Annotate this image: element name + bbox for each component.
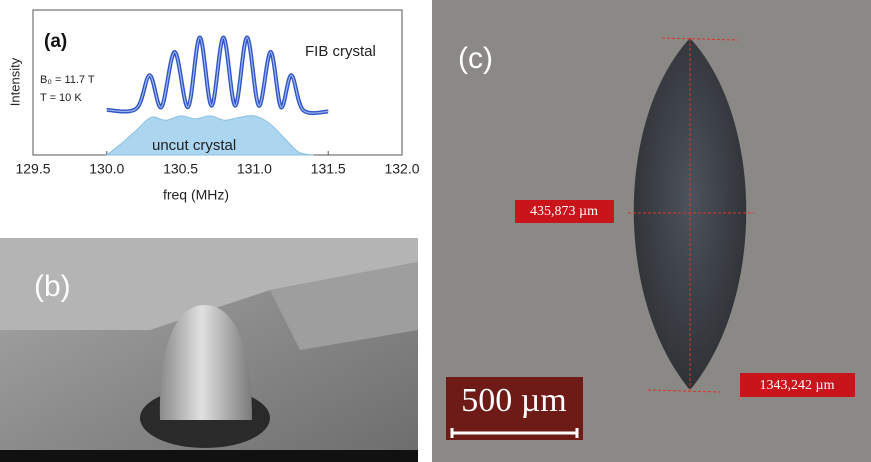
sem-image: (b) <box>0 238 418 462</box>
panel-label: (a) <box>44 31 67 52</box>
scale-bar-label: 500 µm <box>461 382 567 419</box>
x-tick-label: 130.0 <box>89 161 124 177</box>
panel-label: (c) <box>458 42 493 75</box>
line-highlight <box>107 38 328 114</box>
sem-footer <box>0 450 418 462</box>
x-tick-label: 130.5 <box>163 161 198 177</box>
series-label: FIB crystal <box>305 43 376 60</box>
annotation: T = 10 K <box>40 92 82 104</box>
figure: Intensity freq (MHz) (a) B₀ = 11.7 T T =… <box>0 0 871 462</box>
annotation: B₀ = 11.7 T <box>40 74 95 86</box>
y-axis-label: Intensity <box>7 57 22 106</box>
x-tick-label: 132.0 <box>384 161 419 177</box>
x-axis-label: freq (MHz) <box>163 187 229 203</box>
x-tick-label: 129.5 <box>15 161 50 177</box>
series-label: uncut crystal <box>152 137 236 154</box>
width-label: 435,873 µm <box>530 204 598 219</box>
optical-image: (c) 435,873 µm 1343,242 µm 500 µm <box>432 0 871 462</box>
x-tick-label: 131.0 <box>237 161 272 177</box>
panel-label: (b) <box>34 270 71 303</box>
length-label: 1343,242 µm <box>760 378 835 393</box>
x-tick-label: 131.5 <box>311 161 346 177</box>
